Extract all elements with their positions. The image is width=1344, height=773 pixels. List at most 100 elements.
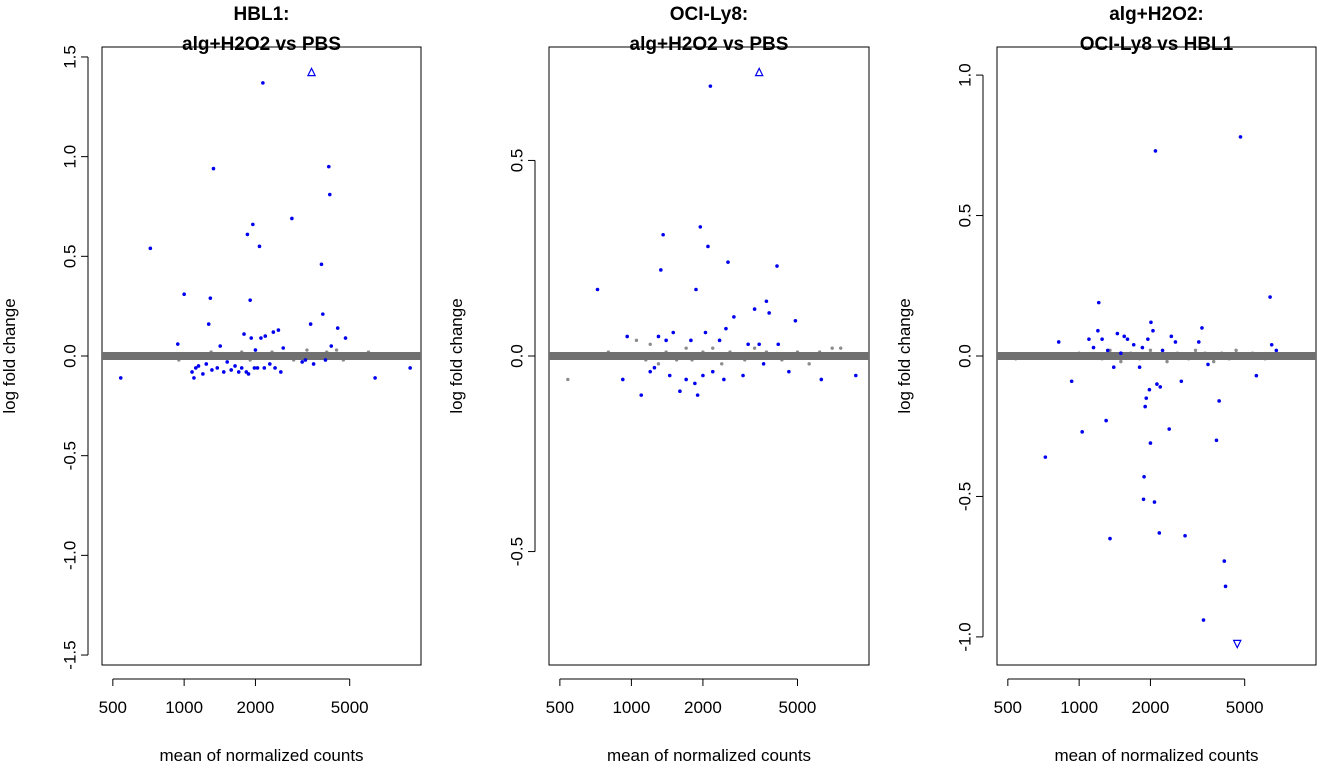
- significant-point: [1148, 441, 1153, 445]
- chart-title: alg+H2O2:: [1109, 4, 1204, 25]
- significant-point: [1119, 351, 1123, 355]
- y-tick-label: 0.5: [956, 204, 975, 228]
- significant-point: [233, 364, 237, 368]
- significant-point: [1238, 135, 1243, 139]
- y-tick-label: 1.5: [61, 45, 80, 69]
- significant-point: [262, 366, 267, 370]
- significant-point: [236, 370, 241, 374]
- chart-subtitle: OCI-Ly8 vs HBL1: [1080, 34, 1234, 55]
- significant-point: [1091, 345, 1096, 350]
- x-tick-label: 500: [546, 698, 574, 717]
- chart-title: HBL1:: [234, 4, 290, 25]
- significant-point: [648, 369, 653, 374]
- significant-point: [787, 369, 791, 374]
- significant-point: [319, 262, 324, 267]
- nonsignificant-point: [1234, 348, 1238, 353]
- significant-point: [239, 366, 244, 370]
- y-tick-label: -0.5: [61, 441, 80, 470]
- significant-point: [684, 377, 688, 382]
- significant-point: [253, 348, 258, 352]
- significant-point: [775, 264, 779, 268]
- significant-point: [1158, 385, 1163, 389]
- significant-point: [248, 298, 252, 302]
- y-axis-label: log fold change: [447, 298, 466, 413]
- significant-point: [290, 216, 294, 221]
- y-tick-label: 0.0: [508, 344, 527, 368]
- significant-point: [1217, 399, 1221, 403]
- nonsignificant-point: [807, 362, 811, 366]
- significant-point: [1149, 320, 1153, 325]
- significant-point: [1142, 474, 1146, 479]
- significant-point: [215, 366, 220, 370]
- significant-point: [701, 373, 705, 378]
- significant-point: [1173, 340, 1178, 344]
- significant-point: [206, 322, 211, 326]
- y-tick-label: -1.5: [61, 640, 80, 669]
- significant-point: [263, 334, 268, 338]
- x-tick-label: 500: [994, 698, 1022, 717]
- significant-point: [694, 287, 698, 292]
- significant-point: [279, 370, 283, 374]
- significant-point: [210, 368, 214, 372]
- significant-point: [1169, 334, 1174, 339]
- out-of-range-point: [1232, 639, 1242, 649]
- significant-point: [1122, 334, 1127, 339]
- significant-point: [268, 362, 272, 366]
- significant-point: [249, 336, 254, 340]
- significant-point: [1105, 348, 1110, 353]
- significant-point: [259, 336, 263, 340]
- significant-point: [276, 328, 281, 332]
- significant-point: [1269, 342, 1274, 347]
- significant-point: [193, 366, 198, 370]
- significant-point: [1100, 337, 1104, 341]
- x-tick-label: 5000: [1226, 698, 1264, 717]
- significant-point: [703, 330, 708, 335]
- significant-point: [757, 342, 761, 347]
- significant-point: [1104, 418, 1108, 423]
- significant-point: [1069, 379, 1074, 384]
- significant-point: [1043, 455, 1048, 459]
- significant-point: [1179, 379, 1184, 384]
- significant-point: [321, 312, 325, 316]
- nonsignificant-point: [1193, 348, 1198, 353]
- significant-point: [1143, 404, 1147, 409]
- x-axis-label: mean of normalized counts: [159, 746, 363, 765]
- x-tick-label: 500: [99, 698, 127, 717]
- significant-point: [245, 232, 250, 237]
- significant-point: [693, 381, 697, 386]
- significant-point: [201, 372, 205, 376]
- x-tick-label: 1000: [612, 698, 650, 717]
- y-axis-label: log fold change: [0, 298, 19, 413]
- significant-point: [689, 338, 693, 343]
- significant-point: [1157, 531, 1162, 535]
- significant-point: [671, 330, 676, 335]
- significant-point: [726, 260, 730, 264]
- nonsignificant-point: [830, 346, 834, 350]
- nonsignificant-point: [1212, 359, 1216, 364]
- significant-point: [595, 287, 600, 292]
- significant-point: [1131, 342, 1136, 347]
- significant-point: [1223, 584, 1228, 589]
- significant-point: [1056, 340, 1061, 344]
- significant-point: [208, 296, 213, 300]
- significant-point: [761, 362, 766, 366]
- significant-point: [767, 311, 771, 315]
- significant-point: [246, 372, 251, 376]
- y-tick-label: 0.0: [956, 344, 975, 368]
- significant-point: [1183, 533, 1187, 538]
- ma-plot-panel-2: OCI-Ly8: alg+H2O2 vs PBS 500 1000 2000 5000 0.…: [447, 4, 870, 765]
- significant-point: [652, 365, 657, 370]
- significant-point: [1125, 337, 1130, 341]
- significant-point: [1152, 500, 1157, 504]
- significant-point: [695, 393, 700, 397]
- significant-point: [257, 244, 262, 249]
- nonsignificant-point: [1165, 359, 1169, 364]
- significant-point: [343, 336, 348, 340]
- y-tick-label: 1.0: [956, 63, 975, 87]
- significant-point: [1200, 326, 1204, 330]
- significant-point: [300, 360, 304, 364]
- x-axis-label: mean of normalized counts: [607, 746, 811, 765]
- x-tick-label: 1000: [165, 698, 203, 717]
- significant-point: [625, 334, 629, 339]
- significant-point: [271, 330, 276, 334]
